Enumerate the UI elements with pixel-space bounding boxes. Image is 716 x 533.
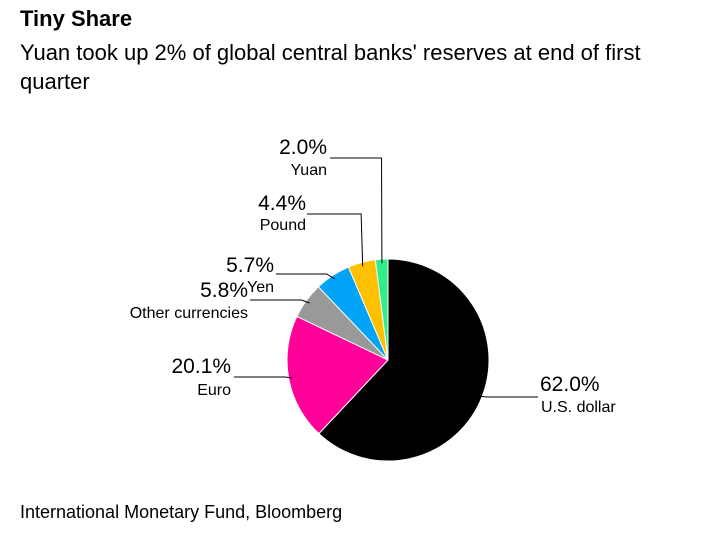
slice-name-yen: Yen [247,279,274,296]
chart-subtitle: Yuan took up 2% of global central banks'… [20,40,641,94]
leader-line-euro [234,376,293,379]
slice-value-us-dollar: 62.0% [540,373,600,396]
leader-line-other-currencies [250,299,310,304]
slice-name-us-dollar: U.S. dollar [541,399,616,416]
leader-line-yuan [330,157,383,264]
slice-name-other-currencies: Other currencies [130,305,248,322]
pie-slice-euro [286,315,389,435]
slice-value-other-currencies: 5.8% [200,279,248,302]
pie-slice-u-s-dollar [318,258,490,462]
leader-line-yen [276,273,336,280]
pie-slices [286,258,490,462]
chart-source: International Monetary Fund, Bloomberg [20,502,343,522]
slice-value-euro: 20.1% [171,355,231,378]
slice-name-pound: Pound [260,217,306,234]
slice-value-yuan: 2.0% [279,136,327,159]
slice-value-pound: 4.4% [258,192,306,215]
slice-labels: 62.0% U.S. dollar 20.1% Euro 5.8% Other … [130,136,617,416]
chart-title: Tiny Share [20,6,133,31]
slice-name-euro: Euro [197,382,231,399]
slice-name-yuan: Yuan [291,162,327,179]
leader-lines [234,157,538,398]
slice-value-yen: 5.7% [226,254,274,277]
leader-line-pound [307,213,364,267]
leader-line-u-s-dollar [478,395,538,398]
